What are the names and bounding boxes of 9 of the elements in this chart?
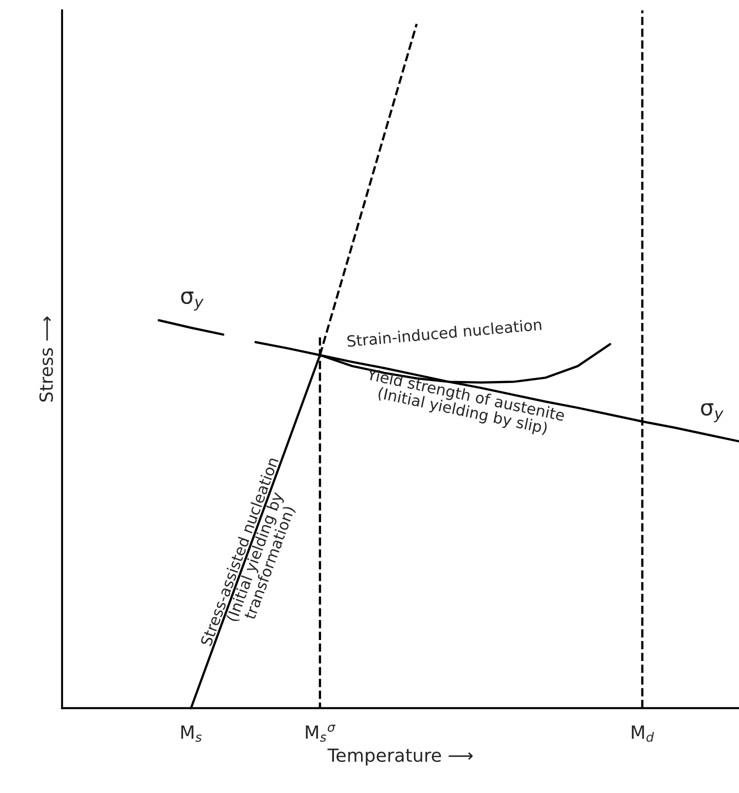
x-tick-label: M$_{d}$ xyxy=(632,726,654,742)
annotation: σ$_{y}$ xyxy=(181,292,204,311)
x-tick-label: M$_{s}$ xyxy=(181,726,202,742)
y-axis-title: Stress ⟶ xyxy=(39,316,54,402)
annotation: Yield strength of austenite (Initial yielding by slip) xyxy=(366,368,566,437)
annotation: σ$_{y}$ xyxy=(701,403,724,422)
x-axis-title: Temperature ⟶ xyxy=(327,748,473,766)
x-tick-label: M$_{s}$$^{σ}$ xyxy=(306,724,336,742)
annotation: Strain-induced nucleation xyxy=(347,318,542,347)
